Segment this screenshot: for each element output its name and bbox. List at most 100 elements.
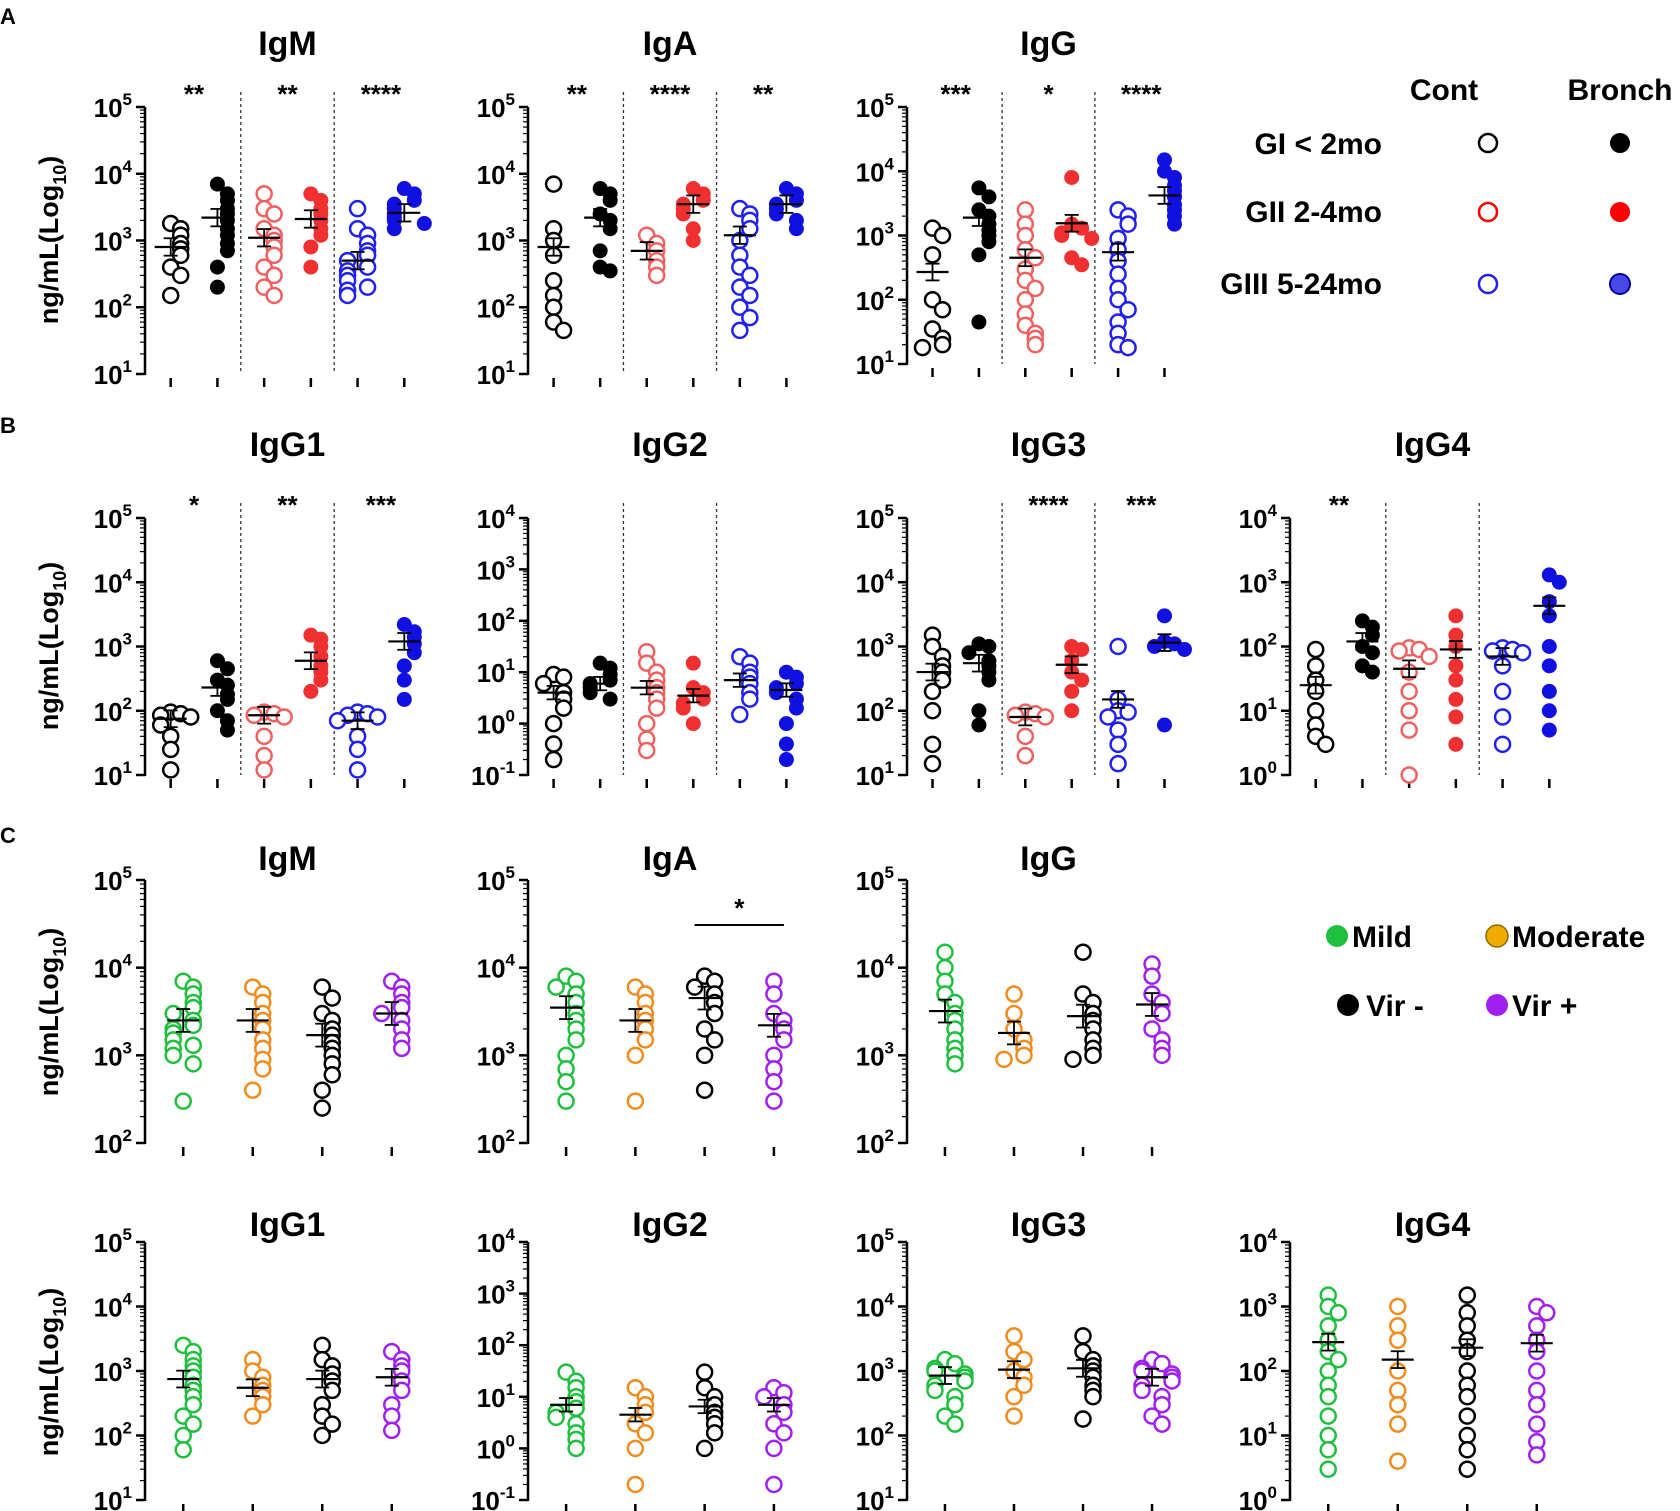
significance-label: ** <box>277 490 298 520</box>
data-point <box>1074 943 1092 961</box>
y-tick-base: 10 <box>477 1280 506 1310</box>
series-vir- <box>306 1336 342 1445</box>
series-giii-cont <box>1483 639 1532 754</box>
data-point <box>1541 639 1557 654</box>
significance-label: *** <box>366 490 397 520</box>
y-tick-exponent: 3 <box>885 219 894 238</box>
data-point <box>1109 721 1127 739</box>
data-point <box>219 243 235 259</box>
y-tick-base: 10 <box>856 1129 885 1159</box>
data-point <box>1541 658 1557 674</box>
data-point <box>1458 1286 1477 1304</box>
y-tick-base: 10 <box>856 761 885 791</box>
legend-c-label-virpos: Vir + <box>1512 990 1577 1023</box>
data-point <box>1026 279 1045 298</box>
y-axis-label-sub: 10 <box>50 1297 70 1317</box>
y-tick-base: 10 <box>94 1486 123 1511</box>
data-point <box>1448 672 1464 688</box>
data-point <box>923 735 942 754</box>
data-point <box>602 221 618 237</box>
data-point <box>995 1050 1013 1069</box>
data-point <box>1109 265 1127 283</box>
series-gi-cont <box>916 626 952 773</box>
data-point <box>265 205 283 223</box>
y-tick-exponent: 1 <box>885 347 894 366</box>
y-tick-exponent: 3 <box>123 1354 132 1373</box>
y-tick-exponent: 2 <box>1268 1354 1277 1373</box>
data-point <box>313 1081 332 1099</box>
y-tick-exponent: 1 <box>123 758 132 777</box>
legend-group-c: Mild Moderate Vir - Vir + <box>1326 921 1645 1023</box>
y-axis-label: ng/mL(Log10) <box>34 1288 70 1457</box>
y-tick-base: 10 <box>477 1041 506 1071</box>
y-tick-exponent: 2 <box>506 604 515 623</box>
series-gi-bronch <box>962 180 997 330</box>
data-point <box>265 246 283 265</box>
series-mild <box>167 1336 202 1459</box>
legend-a-label-gi: GI < 2mo <box>1254 128 1382 161</box>
data-point <box>383 1407 401 1425</box>
data-point <box>933 335 952 354</box>
data-point <box>1541 722 1557 738</box>
data-point <box>765 1092 783 1110</box>
data-point <box>1084 230 1100 246</box>
y-axis-label-sub: 10 <box>50 937 70 957</box>
y-tick-exponent: 1 <box>506 655 515 674</box>
data-point <box>1528 1381 1546 1400</box>
data-point <box>1448 736 1464 752</box>
y-tick-base: 10 <box>856 633 885 663</box>
series-moderate <box>236 978 272 1099</box>
data-point <box>768 685 784 701</box>
y-tick-label: 102 <box>477 290 515 323</box>
data-point <box>184 1055 202 1073</box>
y-tick-exponent: 1 <box>1268 694 1277 713</box>
series-giii-cont <box>328 703 387 779</box>
data-point <box>1306 702 1325 720</box>
y-tick-label: 103 <box>94 224 132 257</box>
data-point <box>1015 1376 1033 1395</box>
data-point <box>731 298 749 316</box>
y-tick-base: 10 <box>1239 1228 1268 1258</box>
y-tick-label: 102 <box>94 1419 132 1452</box>
significance-label: ** <box>277 79 298 109</box>
data-point <box>1109 754 1127 773</box>
legend-a-label-giii: GIII 5-24mo <box>1220 268 1382 301</box>
y-tick-base: 10 <box>856 93 885 123</box>
series-gi-cont <box>534 665 573 769</box>
y-tick-exponent: 4 <box>885 565 895 584</box>
data-point <box>961 645 977 661</box>
y-tick-label: 101 <box>856 758 894 791</box>
data-point <box>1156 608 1172 624</box>
series-mild <box>926 1350 974 1433</box>
legend-a-marker-gi-cont <box>1477 132 1499 154</box>
y-tick-base: 10 <box>477 555 506 585</box>
series-giii-bronch <box>386 181 432 237</box>
significance-label: **** <box>650 79 691 109</box>
legend-c-label-virneg: Vir - <box>1366 990 1424 1023</box>
series-moderate <box>997 1327 1033 1425</box>
y-tick-exponent: 0 <box>1268 1483 1277 1502</box>
data-point <box>161 286 180 305</box>
y-tick-label: 103 <box>856 1038 894 1071</box>
y-tick-label: 104 <box>477 1225 516 1258</box>
data-point <box>971 314 987 330</box>
y-tick-exponent: 4 <box>123 157 133 176</box>
y-tick-base: 10 <box>471 1486 500 1511</box>
data-point <box>1528 1415 1546 1433</box>
chart-title: IgG3 <box>1011 1206 1087 1244</box>
y-tick-exponent: 1 <box>885 1483 894 1502</box>
y-tick-base: 10 <box>477 360 506 390</box>
y-tick-label: 105 <box>94 863 132 896</box>
data-point <box>1156 152 1172 168</box>
y-tick-exponent: 4 <box>506 501 516 520</box>
data-point <box>1109 637 1127 656</box>
y-tick-base: 10 <box>1239 761 1268 791</box>
y-tick-base: 10 <box>477 1228 506 1258</box>
data-point <box>685 221 701 237</box>
y-tick-base: 10 <box>94 1293 123 1323</box>
y-axis-label-close: ) <box>34 156 64 165</box>
y-tick-base: 10 <box>477 866 506 896</box>
